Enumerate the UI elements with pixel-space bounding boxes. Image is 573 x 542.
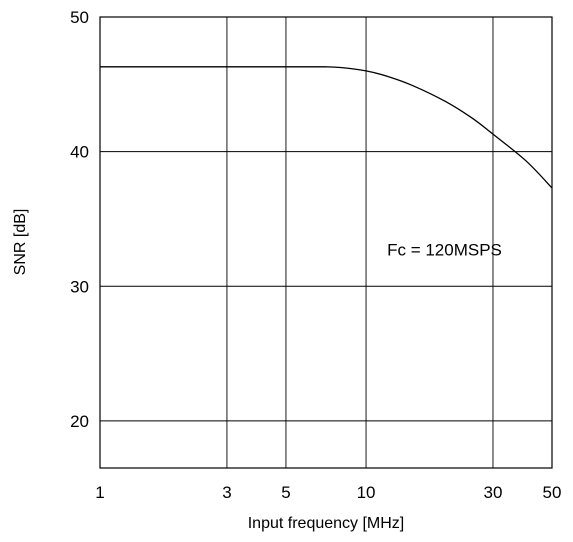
x-tick-labels: 1 3 5 10 30 50	[95, 483, 561, 502]
grid	[100, 17, 552, 468]
x-tick-label-30: 30	[484, 483, 503, 502]
y-tick-label-20: 20	[70, 412, 89, 431]
annotations: Fc = 120MSPS	[387, 240, 502, 259]
y-tick-label-40: 40	[70, 143, 89, 162]
plot-frame	[99, 16, 553, 469]
y-tick-label-30: 30	[70, 277, 89, 296]
y-axis-label: SNR [dB]	[12, 209, 29, 276]
x-tick-label-3: 3	[222, 483, 231, 502]
x-tick-label-1: 1	[95, 483, 104, 502]
snr-series-line	[99, 66, 553, 189]
x-axis-label: Input frequency [MHz]	[248, 515, 405, 532]
x-tick-label-5: 5	[281, 483, 290, 502]
y-tick-labels: 20 30 40 50	[70, 8, 89, 431]
x-tick-label-10: 10	[357, 483, 376, 502]
x-tick-label-50: 50	[543, 483, 562, 502]
annotation-0: Fc = 120MSPS	[387, 240, 502, 259]
y-tick-label-50: 50	[70, 8, 89, 27]
